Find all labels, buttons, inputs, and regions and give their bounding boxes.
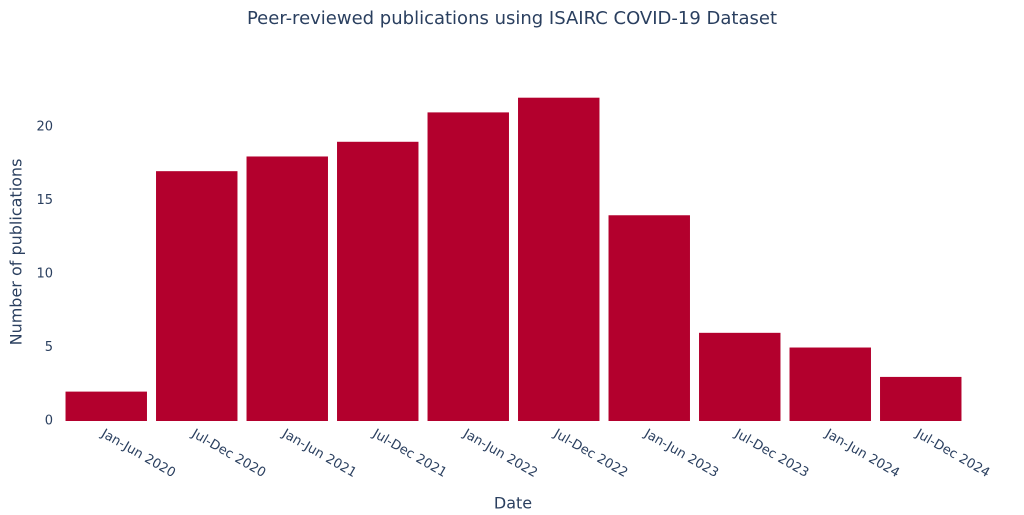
bar	[65, 391, 147, 421]
bar	[337, 141, 419, 422]
y-tick-label: 5	[45, 340, 53, 355]
bar	[427, 112, 509, 422]
bar	[880, 376, 962, 421]
y-tick-label: 0	[45, 414, 53, 429]
x-tick-label: Jul-Dec 2020	[188, 426, 268, 481]
x-tick-label: Jan-Jun 2021	[279, 426, 359, 481]
x-tick-label: Jul-Dec 2024	[912, 426, 992, 481]
bar	[699, 332, 781, 421]
x-tick-label: Jul-Dec 2023	[731, 426, 811, 481]
chart-title: Peer-reviewed publications using ISAIRC …	[247, 8, 777, 29]
x-axis-title: Date	[494, 494, 532, 513]
x-tick-label: Jan-Jun 2022	[460, 426, 540, 481]
y-tick-label: 20	[36, 120, 53, 135]
x-tick-label: Jan-Jun 2020	[98, 426, 178, 481]
y-axis-title: Number of publications	[7, 159, 26, 346]
bar	[156, 171, 238, 421]
bar	[518, 97, 600, 422]
y-tick-label: 10	[36, 267, 53, 282]
x-tick-label: Jul-Dec 2021	[369, 426, 449, 481]
x-tick-label: Jan-Jun 2023	[641, 426, 721, 481]
x-tick-label: Jan-Jun 2024	[822, 426, 902, 481]
y-tick-label: 15	[36, 193, 53, 208]
x-tick-label: Jul-Dec 2022	[550, 426, 630, 481]
bar	[246, 156, 328, 421]
bar	[608, 215, 690, 421]
bar	[789, 347, 871, 421]
